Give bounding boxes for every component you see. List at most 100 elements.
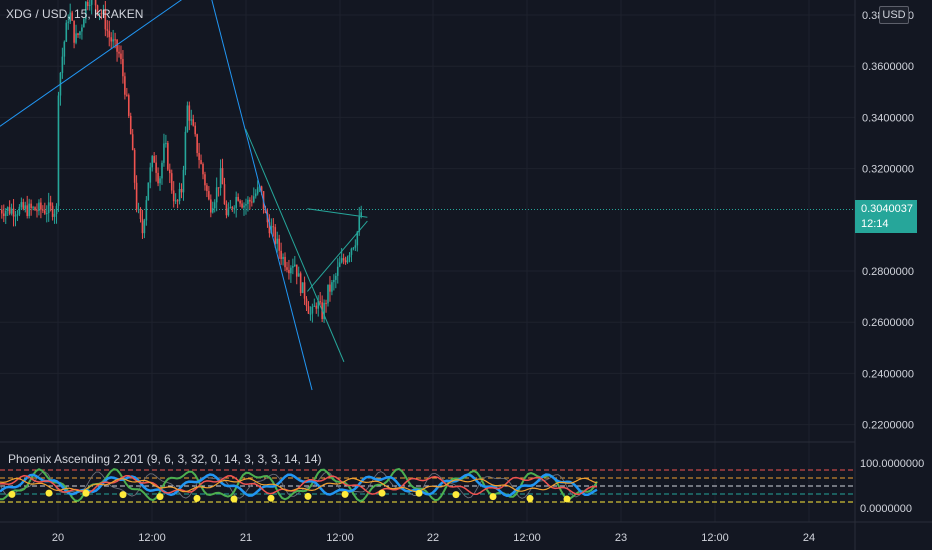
candle-body [352, 247, 355, 249]
candle-body [65, 22, 68, 42]
descending-channel-upper [245, 128, 345, 363]
indicator-tick-label: 0.0000000 [860, 503, 912, 515]
candle-body [168, 169, 171, 174]
candle-body [43, 210, 46, 214]
chart-grid [0, 0, 855, 522]
candle-body [340, 258, 343, 263]
candle-body [241, 203, 243, 208]
candle-body [358, 216, 361, 232]
candle-body [264, 209, 267, 213]
trendlines [0, 0, 368, 391]
indicator-signal-dot [230, 495, 238, 503]
candle-body [100, 13, 103, 15]
candle-body [170, 173, 173, 191]
candle-body [254, 193, 257, 197]
candle-body [342, 258, 345, 261]
candle-body [297, 273, 300, 277]
candle-body [86, 1, 89, 6]
candle-body [161, 162, 163, 179]
candle-body [147, 182, 150, 201]
candle-body [190, 119, 193, 121]
candle-body [145, 200, 148, 221]
candle-body [350, 248, 353, 255]
candle-body [336, 266, 339, 276]
indicator-signal-dot [341, 490, 349, 498]
time-axis[interactable]: 20 12:00 21 12:00 22 12:00 23 12:00 24 [52, 532, 815, 544]
candle-body [303, 282, 306, 299]
candle-body [208, 191, 210, 200]
candle-body [219, 168, 222, 188]
candle-body [24, 205, 27, 209]
candle-body [229, 207, 232, 209]
candle-body [182, 169, 185, 193]
candle-body [307, 306, 310, 314]
candle-body [133, 150, 136, 183]
indicator-signal-dot [304, 492, 312, 500]
candle-body [325, 302, 327, 304]
candle-body [137, 208, 140, 210]
candle-body [6, 207, 9, 211]
currency-button[interactable]: USD [879, 6, 909, 24]
candle-body [274, 227, 277, 244]
price-tick-label: 0.2400000 [862, 368, 914, 380]
candle-body [63, 41, 66, 57]
candle-body [127, 95, 130, 116]
indicator-signal-dot [193, 494, 201, 502]
candle-body [225, 204, 228, 216]
candle-body [204, 174, 206, 186]
candle-body [327, 284, 329, 304]
candle-body [26, 205, 29, 217]
candle-body [32, 207, 34, 209]
candle-body [176, 200, 179, 202]
candle-body [276, 238, 279, 244]
candle-body [217, 187, 220, 189]
candle-body [124, 76, 126, 95]
candle-body [129, 115, 132, 135]
candle-body [143, 220, 146, 234]
indicator-line [0, 471, 598, 499]
candle-body [188, 105, 191, 121]
candle-body [249, 199, 251, 202]
candle-body [323, 302, 325, 319]
price-tick-label: 0.3600000 [862, 61, 914, 73]
indicator-axis: 100.0000000 0.0000000 [860, 458, 924, 515]
candle-body [223, 184, 226, 205]
candle-body [42, 209, 44, 211]
symbol-title[interactable]: XDG / USD, 15, KRAKEN [6, 7, 144, 21]
candle-body [202, 163, 204, 175]
indicator-lines [0, 467, 598, 503]
candle-body [196, 134, 198, 153]
candle-body [295, 264, 298, 277]
candle-body [88, 4, 91, 6]
candle-body [51, 205, 54, 217]
candle-body [301, 282, 304, 293]
candle-body [231, 207, 234, 209]
indicator-signal-dot [8, 490, 16, 498]
candle-body [200, 160, 202, 164]
candle-body [286, 267, 288, 270]
indicator-signal-dot [45, 489, 53, 497]
candle-body [165, 143, 167, 145]
triangle-upper [307, 208, 368, 218]
indicator-signal-dot [563, 495, 571, 503]
price-tick-label: 0.3400000 [862, 112, 914, 124]
candle-body [57, 95, 60, 206]
time-tick-label: 24 [803, 532, 815, 544]
indicator-title[interactable]: Phoenix Ascending 2.201 (9, 6, 3, 32, 0,… [8, 452, 322, 466]
candle-body [47, 202, 50, 214]
candle-body [319, 301, 321, 303]
candle-body [83, 19, 85, 28]
triangle-lower [306, 220, 368, 292]
time-tick-label: 21 [240, 532, 252, 544]
candle-body [163, 143, 165, 163]
indicator-signal-dot [526, 494, 534, 502]
candle-body [192, 119, 195, 126]
time-tick-label: 12:00 [513, 532, 541, 544]
candle-body [10, 208, 13, 214]
indicator-signal-dot [267, 494, 275, 502]
candle-body [284, 256, 286, 268]
candle-body [309, 313, 312, 315]
candle-body [1, 209, 3, 214]
candle-body [34, 207, 36, 211]
